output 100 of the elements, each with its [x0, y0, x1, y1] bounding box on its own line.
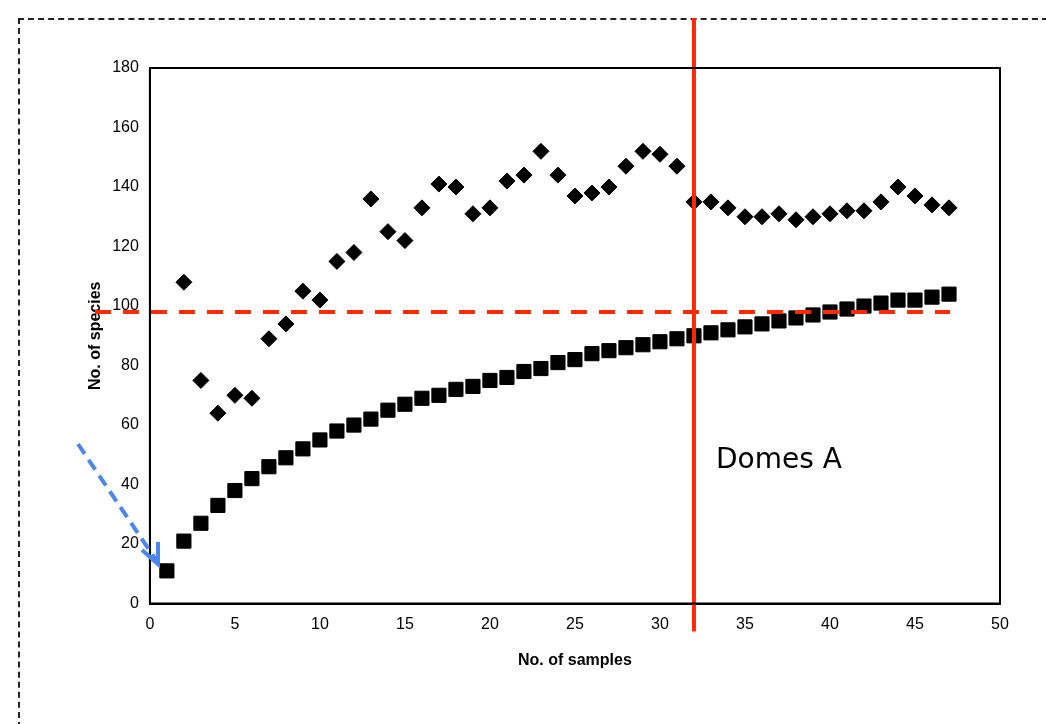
x-tick-label: 35	[736, 614, 754, 632]
x-axis-title: No. of samples	[518, 650, 632, 668]
point	[328, 252, 346, 270]
point	[805, 307, 821, 323]
point	[923, 196, 941, 214]
point	[601, 343, 617, 359]
point	[210, 497, 226, 513]
y-tick-label: 140	[112, 177, 139, 195]
y-tick-label: 0	[129, 594, 139, 612]
point	[516, 363, 532, 380]
y-tick-label: 120	[112, 236, 139, 254]
point	[635, 337, 651, 353]
point	[532, 142, 550, 160]
y-tick-label: 40	[121, 474, 139, 492]
point	[311, 291, 329, 309]
y-tick-label: 160	[112, 117, 139, 135]
point	[787, 211, 805, 229]
point	[838, 202, 856, 220]
point	[720, 322, 736, 338]
y-tick-label: 100	[112, 296, 139, 314]
x-tick-label: 5	[230, 614, 240, 632]
point	[329, 423, 345, 439]
point	[567, 352, 583, 368]
point	[414, 390, 430, 406]
point	[243, 389, 261, 407]
point	[227, 482, 243, 499]
point	[617, 157, 635, 175]
point	[940, 199, 958, 217]
point	[226, 386, 244, 404]
point	[447, 178, 465, 196]
x-tick-label: 15	[396, 614, 414, 632]
point	[312, 432, 328, 448]
y-tick-label: 20	[121, 534, 139, 552]
point	[261, 459, 277, 475]
point	[499, 369, 515, 386]
point	[719, 199, 737, 217]
x-tick-label: 0	[145, 614, 155, 632]
point	[464, 205, 482, 223]
point	[736, 208, 754, 226]
point	[651, 145, 669, 163]
point	[346, 417, 362, 433]
point	[889, 178, 907, 196]
point	[294, 282, 312, 300]
point	[804, 208, 822, 226]
point	[379, 223, 397, 241]
point	[175, 273, 193, 291]
point	[192, 371, 210, 389]
y-axis-title: No. of species	[86, 281, 104, 391]
point	[770, 205, 788, 223]
point	[600, 178, 618, 196]
point	[430, 175, 448, 193]
point	[176, 533, 192, 549]
point	[703, 325, 719, 341]
point	[498, 172, 516, 190]
x-tick-label: 10	[311, 614, 329, 632]
point	[890, 292, 906, 308]
point	[278, 450, 294, 466]
point	[431, 387, 447, 403]
x-tick-label: 20	[481, 614, 499, 632]
point	[907, 292, 923, 308]
point	[295, 441, 311, 457]
point	[669, 331, 685, 347]
point	[584, 346, 600, 362]
point	[362, 190, 380, 208]
point	[550, 355, 566, 371]
point	[209, 404, 227, 422]
point	[413, 199, 431, 217]
point	[159, 563, 175, 579]
y-tick-label: 180	[112, 58, 139, 76]
point	[397, 396, 413, 412]
point	[873, 295, 889, 311]
point	[244, 471, 260, 487]
x-tick-label: 40	[821, 614, 839, 632]
point	[668, 157, 686, 175]
point	[481, 199, 499, 217]
point	[872, 193, 890, 211]
point	[855, 202, 873, 220]
point	[193, 515, 209, 531]
point	[924, 289, 940, 305]
point	[737, 319, 753, 335]
point	[839, 301, 855, 317]
point	[515, 166, 533, 184]
point	[753, 208, 771, 226]
point	[448, 381, 464, 397]
point	[771, 313, 787, 329]
point	[380, 402, 396, 418]
point	[363, 411, 379, 427]
x-tick-label: 45	[906, 614, 924, 632]
point	[549, 166, 567, 184]
x-tick-label: 50	[991, 614, 1009, 632]
point	[533, 360, 549, 377]
point	[652, 334, 668, 350]
point	[277, 315, 295, 333]
point	[821, 205, 839, 223]
ref-line-label: Domes A	[715, 442, 842, 476]
point	[618, 340, 634, 356]
point	[583, 184, 601, 202]
y-tick-label: 80	[121, 355, 139, 373]
point	[465, 378, 481, 394]
x-tick-label: 25	[566, 614, 584, 632]
